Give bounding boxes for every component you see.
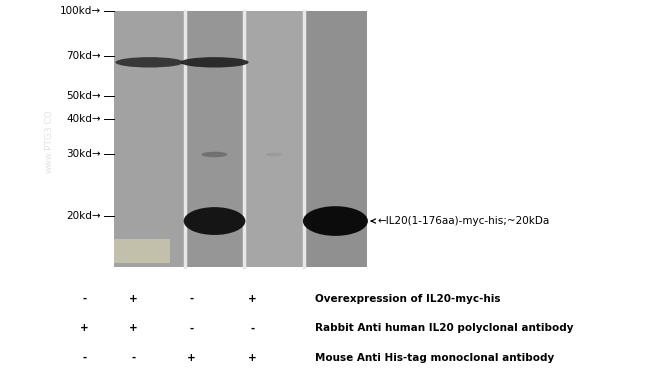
Ellipse shape <box>183 207 246 235</box>
Bar <box>304 11 367 267</box>
Ellipse shape <box>303 206 368 236</box>
Text: Mouse Anti His-tag monoclonal antibody: Mouse Anti His-tag monoclonal antibody <box>315 353 554 363</box>
Text: -: - <box>83 294 86 303</box>
Text: 40kd→: 40kd→ <box>66 114 101 124</box>
Ellipse shape <box>181 57 248 68</box>
Text: -: - <box>190 324 194 333</box>
Text: Rabbit Anti human IL20 polyclonal antibody: Rabbit Anti human IL20 polyclonal antibo… <box>315 324 574 333</box>
Text: 100kd→: 100kd→ <box>60 6 101 16</box>
Text: 20kd→: 20kd→ <box>66 211 101 221</box>
Text: +: + <box>248 294 257 303</box>
Bar <box>114 11 185 267</box>
Text: -: - <box>250 324 254 333</box>
Text: +: + <box>80 324 89 333</box>
Text: Overexpression of IL20-myc-his: Overexpression of IL20-myc-his <box>315 294 500 303</box>
Text: 70kd→: 70kd→ <box>66 51 101 61</box>
Ellipse shape <box>265 152 281 156</box>
Text: +: + <box>129 294 138 303</box>
Ellipse shape <box>116 57 183 68</box>
Text: 30kd→: 30kd→ <box>66 150 101 160</box>
Text: -: - <box>190 294 194 303</box>
Text: www.PTG3.CO: www.PTG3.CO <box>44 109 53 173</box>
Bar <box>185 11 244 267</box>
Bar <box>244 11 304 267</box>
Text: +: + <box>129 324 138 333</box>
FancyBboxPatch shape <box>114 239 170 263</box>
Text: -: - <box>131 353 135 363</box>
Text: ←IL20(1-176aa)-myc-his;~20kDa: ←IL20(1-176aa)-myc-his;~20kDa <box>371 216 549 226</box>
Text: +: + <box>187 353 196 363</box>
Text: -: - <box>83 353 86 363</box>
Ellipse shape <box>202 152 228 157</box>
Text: +: + <box>248 353 257 363</box>
Text: 50kd→: 50kd→ <box>66 91 101 101</box>
